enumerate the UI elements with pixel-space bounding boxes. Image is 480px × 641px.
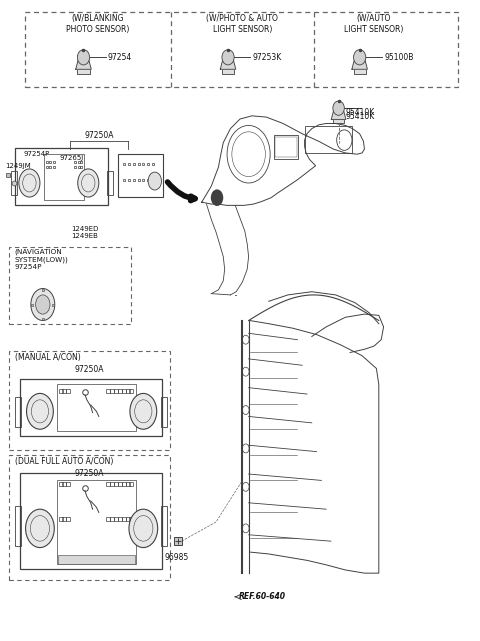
Text: 1249JM: 1249JM (5, 163, 31, 169)
Bar (333, 119, 344, 124)
Text: 95100B: 95100B (384, 53, 413, 62)
Circle shape (130, 394, 157, 429)
Ellipse shape (333, 101, 344, 115)
Circle shape (19, 169, 40, 197)
Bar (11, 171, 17, 195)
Bar (57, 480, 136, 563)
Bar (20, 472, 162, 569)
Text: 1249ED
1249EB: 1249ED 1249EB (72, 226, 99, 239)
Text: REF.60-640: REF.60-640 (239, 592, 286, 601)
Bar (20, 379, 162, 436)
Text: (W/AUTO
LIGHT SENSOR): (W/AUTO LIGHT SENSOR) (344, 14, 404, 33)
Polygon shape (76, 57, 91, 69)
Circle shape (26, 394, 53, 429)
Text: 97254P: 97254P (24, 151, 50, 158)
Text: 95410K: 95410K (345, 112, 374, 121)
Text: 97250A: 97250A (84, 131, 114, 140)
Bar (15, 506, 21, 545)
Bar (118, 154, 163, 197)
Text: 97250A: 97250A (75, 365, 104, 374)
Circle shape (78, 169, 99, 197)
Text: 97254: 97254 (108, 53, 132, 62)
Ellipse shape (354, 50, 366, 65)
Bar (305, 126, 352, 153)
Circle shape (31, 288, 55, 320)
Text: (W/BLANKING
PHOTO SENSOR): (W/BLANKING PHOTO SENSOR) (66, 14, 130, 33)
Text: 95410K: 95410K (345, 108, 374, 117)
Bar (57, 385, 136, 431)
Bar (9, 455, 169, 579)
Text: 97253K: 97253K (252, 53, 282, 62)
Polygon shape (220, 57, 236, 69)
Text: (DUAL FULL AUTO A/CON): (DUAL FULL AUTO A/CON) (15, 458, 113, 467)
Bar (44, 154, 84, 200)
Bar (354, 69, 366, 74)
Polygon shape (352, 57, 367, 69)
Text: 97265J: 97265J (59, 154, 84, 161)
Bar (9, 247, 132, 324)
Bar (77, 69, 90, 74)
Circle shape (129, 509, 157, 547)
Bar (222, 69, 234, 74)
Circle shape (148, 172, 161, 190)
Bar (9, 351, 169, 450)
Circle shape (211, 189, 223, 206)
Bar (15, 397, 21, 427)
Polygon shape (331, 108, 346, 119)
Bar (24, 12, 458, 87)
Bar (58, 554, 135, 563)
Bar (274, 135, 299, 160)
Bar (107, 171, 113, 195)
Text: 96985: 96985 (164, 553, 189, 562)
Text: 97250A: 97250A (75, 469, 104, 478)
Ellipse shape (222, 50, 234, 65)
Text: (MANUAL A/CON): (MANUAL A/CON) (15, 353, 81, 362)
Text: (NAVIGATION
SYSTEM(LOW))
97254P: (NAVIGATION SYSTEM(LOW)) 97254P (14, 249, 68, 270)
Bar (161, 506, 167, 545)
Bar (161, 397, 167, 427)
Circle shape (36, 295, 50, 314)
Ellipse shape (77, 50, 90, 65)
Circle shape (25, 509, 54, 547)
Bar (15, 148, 108, 205)
Text: (W/PHOTO & AUTO
LIGHT SENSOR): (W/PHOTO & AUTO LIGHT SENSOR) (206, 14, 278, 33)
Bar (275, 137, 297, 158)
